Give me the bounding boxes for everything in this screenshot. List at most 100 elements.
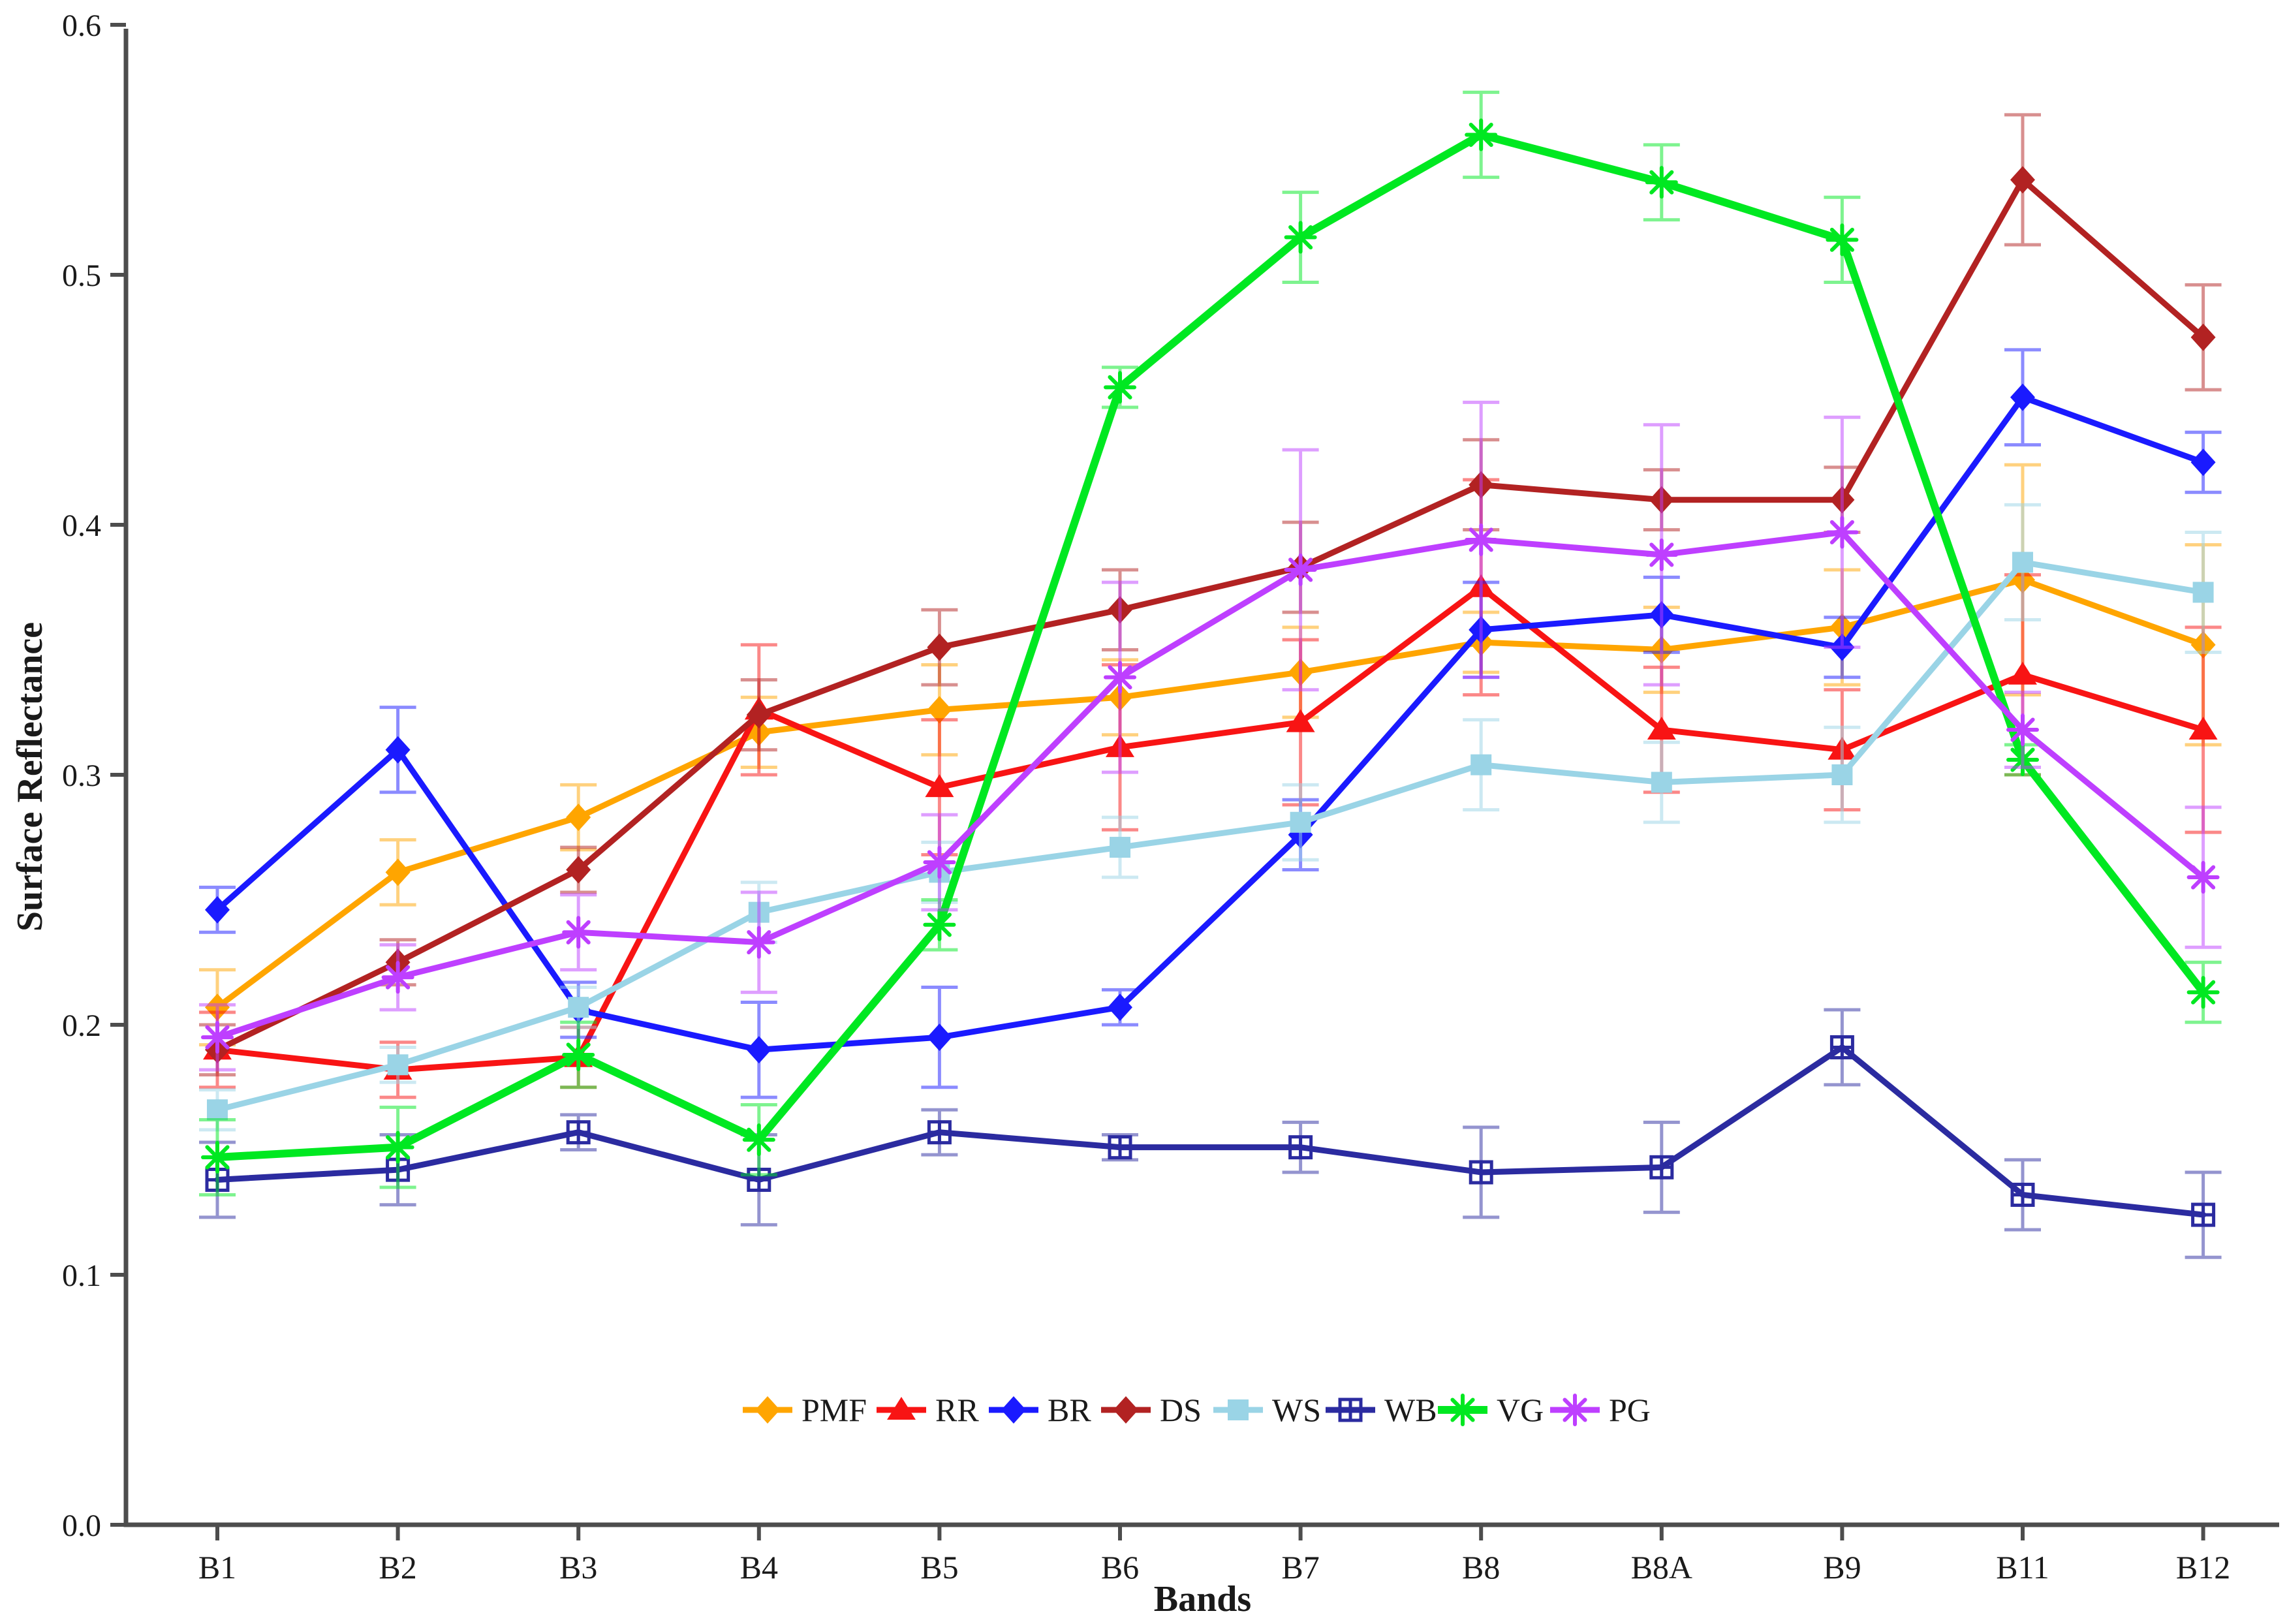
marker-diamond (927, 633, 952, 661)
marker-asterisk (1104, 661, 1136, 694)
legend-item-DS: DS (1101, 1392, 1202, 1428)
legend-label: BR (1048, 1392, 1091, 1428)
legend-item-VG: VG (1438, 1392, 1544, 1428)
marker-asterisk (1465, 523, 1498, 556)
marker-asterisk (381, 961, 414, 994)
legend-item-PG: PG (1550, 1392, 1651, 1428)
marker-diamond (205, 896, 230, 924)
y-tick-label: 0.2 (62, 1008, 101, 1043)
legend-label: PG (1609, 1392, 1651, 1428)
marker-triangle (887, 1397, 916, 1420)
marker-diamond (2010, 166, 2035, 194)
line-WS (214, 559, 2207, 1113)
marker-diamond (566, 856, 591, 884)
x-tick-label: B2 (379, 1549, 416, 1585)
marker-asterisk (1284, 221, 1317, 254)
marker-asterisk (1446, 1394, 1479, 1426)
marker-asterisk (742, 926, 775, 959)
x-axis: B1 B2 B3 B4 B5 B6 B7 B8 B8A B9 B11 B12 (198, 1525, 2230, 1585)
line-DS (214, 176, 2207, 1053)
marker-diamond (385, 736, 411, 764)
marker-diamond (746, 701, 771, 729)
legend-item-WB: WB (1326, 1392, 1437, 1428)
marker-diamond (2190, 323, 2216, 351)
legend-label: PMF (801, 1392, 867, 1428)
line-BR (214, 394, 2207, 1053)
y-tick-label: 0.3 (62, 758, 101, 793)
marker-square (1110, 837, 1130, 858)
marker-asterisk (742, 1123, 775, 1157)
marker-square (1831, 764, 1853, 785)
x-axis-title: Bands (1154, 1579, 1251, 1619)
legend-label: RR (935, 1392, 979, 1428)
x-tick-label: B9 (1823, 1549, 1861, 1585)
legend-item-RR: RR (877, 1392, 979, 1428)
marker-square (568, 997, 589, 1018)
marker-triangle (2008, 661, 2037, 685)
x-tick-label: B7 (1281, 1549, 1319, 1585)
y-tick-label: 0.0 (62, 1508, 101, 1543)
series-VG (199, 90, 2222, 1196)
marker-asterisk (2186, 976, 2220, 1009)
marker-diamond (755, 1396, 780, 1424)
marker-asterisk (2006, 713, 2039, 747)
marker-diamond (927, 696, 952, 724)
line-VG (213, 131, 2207, 1161)
marker-diamond (2190, 448, 2216, 476)
marker-square (2012, 552, 2033, 573)
marker-asterisk (1826, 516, 1859, 549)
y-axis-title: Surface Reflectance (10, 622, 50, 931)
marker-diamond (927, 1023, 952, 1052)
marker-square (207, 1099, 228, 1121)
marker-asterisk (562, 916, 595, 949)
series-PG (199, 400, 2222, 1072)
marker-asterisk (1645, 166, 1678, 199)
marker-asterisk (1284, 553, 1317, 586)
y-tick-label: 0.4 (62, 508, 101, 543)
marker-asterisk (923, 846, 956, 879)
x-tick-label: B3 (559, 1549, 597, 1585)
marker-square (1228, 1399, 1249, 1420)
x-tick-label: B12 (2176, 1549, 2230, 1585)
marker-triangle (925, 774, 954, 798)
marker-square (1470, 754, 1492, 775)
marker-asterisk (2186, 861, 2220, 894)
marker-square (1290, 811, 1311, 833)
marker-asterisk (1645, 538, 1678, 571)
marker-asterisk (381, 1131, 414, 1164)
marker-diamond (746, 1036, 771, 1064)
marker-triangle (2188, 717, 2218, 740)
x-tick-label: B6 (1101, 1549, 1139, 1585)
y-tick-label: 0.6 (62, 8, 101, 43)
x-tick-label: B8A (1631, 1549, 1692, 1585)
line-WB (214, 1044, 2207, 1218)
marker-square (387, 1054, 409, 1076)
marker-square (2192, 582, 2214, 603)
marker-asterisk (1826, 223, 1859, 257)
marker-diamond (1001, 1396, 1026, 1424)
marker-square (1651, 772, 1672, 793)
marker-asterisk (562, 1038, 595, 1071)
x-tick-label: B8 (1462, 1549, 1500, 1585)
marker-triangle (1286, 709, 1315, 732)
marker-asterisk (1559, 1394, 1591, 1426)
marker-diamond (566, 804, 591, 832)
legend-label: WS (1272, 1392, 1321, 1428)
series-WS (199, 503, 2222, 1132)
marker-asterisk (923, 908, 956, 941)
line-PG (214, 529, 2207, 1040)
marker-diamond (2010, 383, 2035, 411)
x-tick-label: B11 (1996, 1549, 2049, 1585)
marker-diamond (385, 858, 411, 886)
y-axis: 0.0 0.1 0.2 0.3 0.4 0.5 0.6 (62, 8, 126, 1543)
legend-label: VG (1497, 1392, 1544, 1428)
legend-item-WS: WS (1213, 1392, 1321, 1428)
legend-label: DS (1160, 1392, 1202, 1428)
marker-asterisk (1104, 371, 1136, 404)
legend-item-PMF: PMF (743, 1392, 867, 1428)
legend: PMF RR BR DS WS WB VG PG (743, 1392, 1651, 1428)
x-tick-label: B5 (920, 1549, 958, 1585)
